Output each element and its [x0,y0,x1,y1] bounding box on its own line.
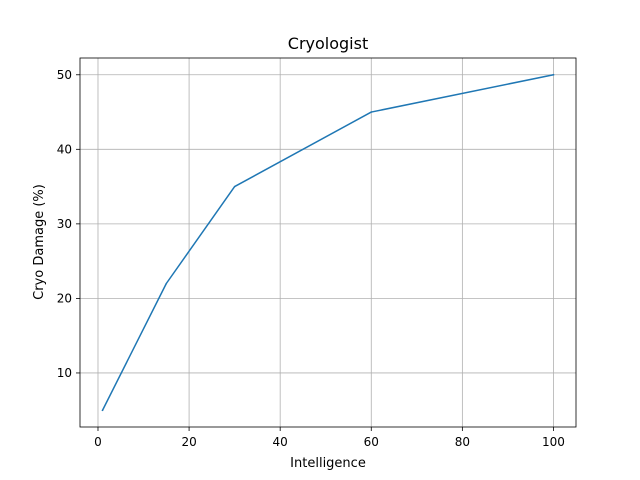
x-tick-label: 100 [542,435,565,449]
data-point [370,111,373,113]
x-tick-label: 0 [94,435,102,449]
chart-title: Cryologist [288,34,368,53]
y-axis-label: Cryo Damage (%) [32,184,47,300]
plot-frame [79,57,577,428]
x-tick-label: 40 [273,435,288,449]
y-tick-label: 30 [57,217,72,231]
plot-area [80,58,576,427]
y-axis-ticks: 10 20 30 40 50 [57,68,80,380]
x-axis-label: Intelligence [290,456,366,471]
y-tick-label: 50 [57,68,72,82]
x-tick-label: 20 [181,435,196,449]
series-layer [101,73,555,412]
data-point [552,74,555,76]
x-tick-label: 60 [364,435,379,449]
data-point [165,282,168,285]
x-axis-ticks: 0 20 40 60 80 100 [94,427,565,449]
x-tick-label: 80 [455,435,470,449]
y-tick-label: 10 [57,366,72,380]
y-tick-label: 20 [57,291,72,305]
grid-lines [80,58,576,427]
data-point [233,185,236,188]
y-tick-label: 40 [57,142,72,156]
data-point [101,409,104,411]
